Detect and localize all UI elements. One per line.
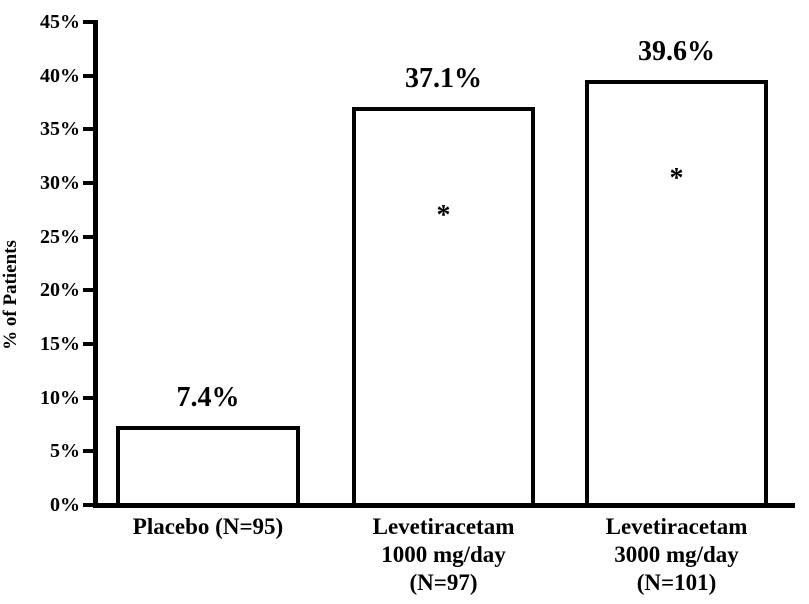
x-axis-label-line: 1000 mg/day <box>381 542 506 567</box>
y-tick-label: 30% <box>40 172 80 194</box>
significance-asterisk: * <box>436 200 451 232</box>
x-axis-label-line: 3000 mg/day <box>614 542 739 567</box>
y-tick-label: 5% <box>50 440 80 463</box>
significance-asterisk: * <box>669 162 684 194</box>
y-tick-label: 40% <box>40 64 80 87</box>
bar-value-label: 7.4% <box>176 381 240 413</box>
y-tick-mark <box>83 73 94 78</box>
bar-value-label: 37.1% <box>405 62 482 94</box>
x-axis-label-line: (N=97) <box>409 570 478 595</box>
bar <box>116 425 300 507</box>
y-tick-label: 45% <box>40 11 80 33</box>
y-tick-label: 15% <box>40 333 80 355</box>
y-tick-mark <box>83 342 94 346</box>
x-axis-label: Levetiracetam 3000 mg/day (N=101) <box>517 513 809 597</box>
x-axis-label-line: Levetiracetam <box>605 514 748 539</box>
y-tick-mark <box>83 20 94 24</box>
y-tick-label: 35% <box>40 118 80 141</box>
bar <box>352 106 535 507</box>
y-tick-mark <box>83 234 94 239</box>
y-tick-label: 20% <box>40 279 80 302</box>
y-tick-mark <box>83 503 94 507</box>
bar <box>585 79 768 507</box>
x-axis-label: Placebo (N=95) <box>48 513 368 541</box>
x-axis-label-line: (N=101) <box>636 570 717 595</box>
y-tick-mark <box>83 449 94 454</box>
y-tick-label: 10% <box>40 386 80 409</box>
y-tick-mark <box>83 395 94 400</box>
y-tick-mark <box>83 181 94 185</box>
bar-value-label: 39.6% <box>638 35 715 67</box>
y-tick-mark <box>83 127 94 132</box>
y-tick-mark <box>83 288 94 293</box>
x-axis-label: Levetiracetam 1000 mg/day (N=97) <box>284 513 604 597</box>
x-axis-label-line: Placebo (N=95) <box>132 514 284 539</box>
x-axis-label-line: Levetiracetam <box>372 514 515 539</box>
y-tick-label: 25% <box>40 225 80 248</box>
y-axis-line <box>93 20 98 508</box>
y-axis-title: % of Patients <box>0 240 21 350</box>
y-tick-label: 0% <box>50 494 80 516</box>
